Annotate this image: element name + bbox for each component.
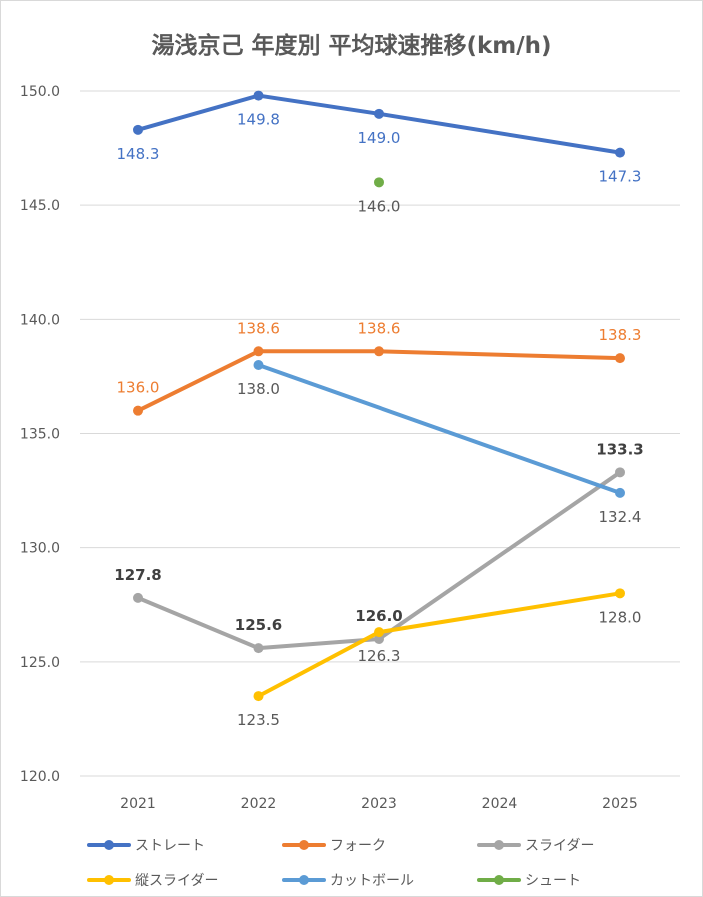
data-point — [374, 346, 384, 357]
legend-marker-icon — [477, 840, 521, 850]
data-point — [374, 634, 384, 644]
legend-item: カットボール — [282, 870, 414, 890]
data-label: 128.0 — [599, 608, 642, 626]
legend-marker-icon — [477, 875, 521, 885]
y-tick-label: 120.0 — [20, 769, 60, 785]
data-point — [615, 353, 625, 364]
data-point — [374, 627, 384, 638]
data-label: 123.5 — [237, 711, 280, 729]
data-label: 138.0 — [237, 380, 280, 398]
series-line-1 — [137, 349, 621, 413]
data-label: 146.0 — [358, 197, 401, 215]
legend-item: ストレート — [87, 835, 205, 855]
y-tick-label: 150.0 — [20, 84, 60, 100]
data-point — [253, 691, 264, 702]
legend-marker-icon — [87, 840, 131, 850]
series-line-0 — [137, 93, 621, 155]
data-label: 138.6 — [237, 319, 280, 337]
data-label: 138.6 — [358, 319, 401, 337]
data-label: 149.8 — [237, 111, 280, 129]
x-tick-label: 2023 — [361, 796, 397, 812]
data-label: 126.3 — [358, 647, 401, 665]
data-label: 138.3 — [599, 326, 642, 344]
legend-marker-icon — [282, 840, 326, 850]
data-label: 126.0 — [355, 607, 402, 625]
legend-label: カットボール — [330, 873, 414, 889]
legend-label: スライダー — [525, 838, 595, 854]
data-label: 147.3 — [599, 168, 642, 186]
legend-marker-icon — [87, 875, 131, 885]
data-label: 127.8 — [114, 566, 161, 584]
data-label: 133.3 — [596, 440, 643, 458]
y-tick-label: 125.0 — [20, 655, 60, 671]
data-point — [253, 90, 264, 101]
legend-item: シュート — [477, 870, 581, 890]
data-point — [133, 124, 143, 135]
series-line-2 — [137, 470, 622, 651]
data-point — [374, 108, 384, 119]
data-point — [133, 592, 143, 603]
y-tick-label: 135.0 — [20, 427, 60, 443]
data-point — [374, 177, 384, 188]
data-point — [253, 643, 264, 654]
data-label: 149.0 — [358, 129, 401, 147]
y-tick-label: 140.0 — [20, 312, 60, 328]
data-point — [615, 147, 625, 158]
x-tick-label: 2024 — [482, 796, 518, 812]
data-point — [133, 405, 143, 416]
legend-item: フォーク — [282, 835, 386, 855]
data-point — [615, 467, 625, 478]
series-line-4 — [257, 363, 621, 495]
legend-label: フォーク — [330, 838, 386, 854]
legend-item: スライダー — [477, 835, 594, 855]
data-label: 132.4 — [599, 508, 642, 526]
x-tick-label: 2025 — [602, 796, 638, 812]
y-tick-label: 130.0 — [20, 541, 60, 557]
legend-item: 縦スライダー — [87, 870, 218, 890]
data-label: 125.6 — [235, 616, 282, 634]
x-tick-label: 2022 — [241, 796, 277, 812]
data-point — [253, 360, 264, 370]
data-point — [253, 346, 264, 357]
y-tick-label: 145.0 — [20, 198, 60, 214]
legend-label: 縦スライダー — [135, 873, 219, 889]
data-label: 148.3 — [117, 145, 160, 163]
data-point — [615, 487, 625, 498]
legend-marker-icon — [282, 875, 326, 885]
chart-title: 湯浅京己 年度別 平均球速推移(km/h) — [151, 33, 552, 59]
x-tick-label: 2021 — [120, 796, 156, 812]
data-point — [615, 588, 625, 599]
legend-label: ストレート — [135, 838, 205, 854]
data-label: 136.0 — [117, 379, 160, 397]
legend-label: シュート — [525, 873, 581, 889]
